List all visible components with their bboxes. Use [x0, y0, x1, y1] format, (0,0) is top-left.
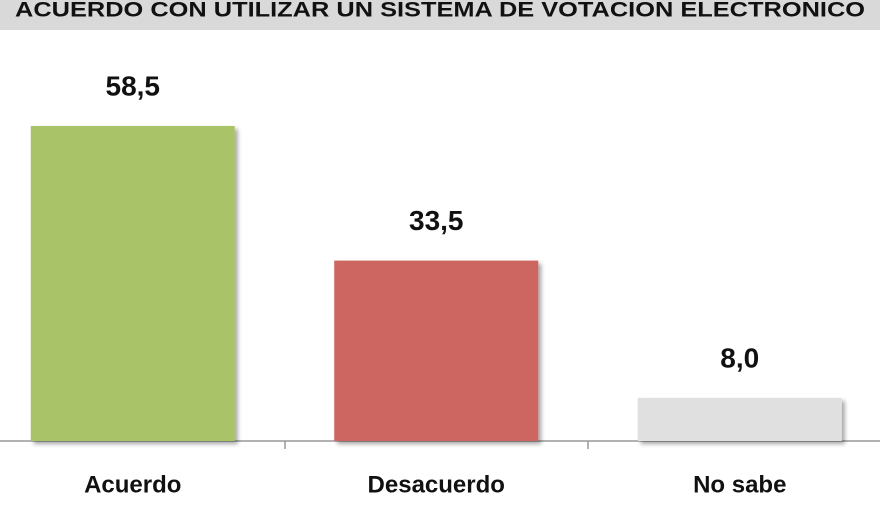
bar [30, 125, 235, 441]
value-label: 58,5 [106, 70, 161, 101]
value-label: 33,5 [409, 205, 464, 236]
x-tick-label: Desacuerdo [368, 471, 505, 498]
x-tick-label: No sabe [693, 471, 786, 498]
chart-title: ACUERDO CON UTILIZAR UN SISTEMA DE VOTAC… [15, 0, 865, 22]
bar [637, 397, 842, 441]
x-tick-label: Acuerdo [84, 471, 181, 498]
bar [334, 260, 539, 441]
title-band [0, 0, 880, 30]
value-label: 8,0 [720, 342, 759, 373]
